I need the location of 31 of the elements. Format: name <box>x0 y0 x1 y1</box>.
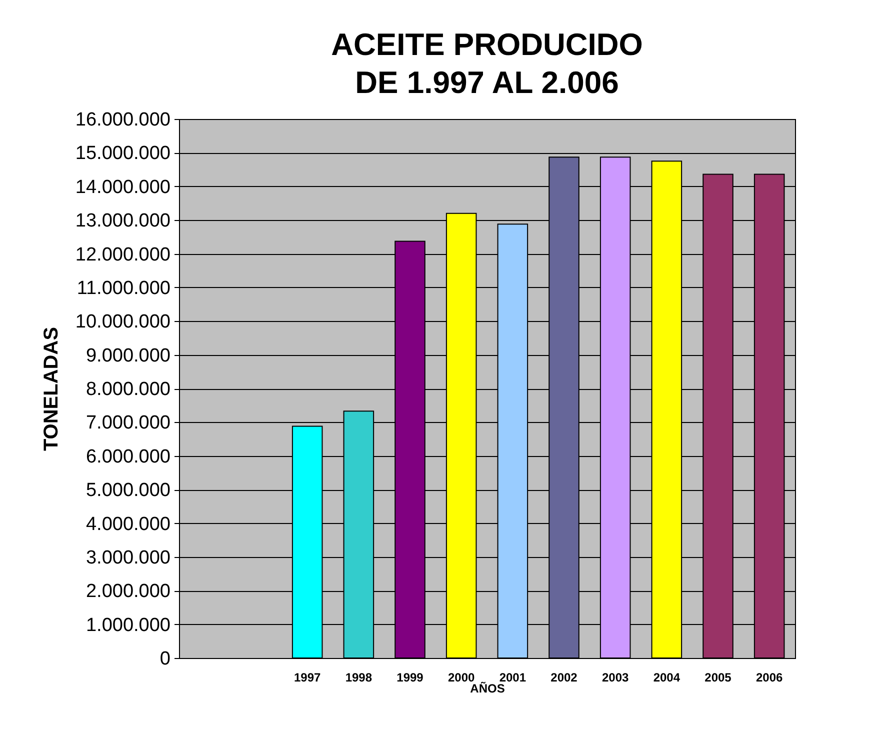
x-tick-label: 2002 <box>550 670 578 684</box>
x-tick-label: 1997 <box>294 670 322 684</box>
text: DE 1.997 AL 2.006 <box>355 65 619 100</box>
y-tick-label: 11.000.000 <box>76 278 170 299</box>
y-tick-label: 5.000.000 <box>86 480 170 502</box>
y-tick-label: 9.000.000 <box>86 345 170 366</box>
x-tick-label: 2006 <box>756 670 784 684</box>
y-axis-title: TONELADAS <box>40 326 62 452</box>
x-tick-label: 2000 <box>448 670 476 684</box>
y-tick-label: 10.000.000 <box>75 312 170 333</box>
y-tick-label: 14.000.000 <box>75 176 170 198</box>
x-tick-label: 2004 <box>653 670 680 684</box>
text: ACEITE PRODUCIDO <box>331 27 643 62</box>
y-tick-label: 12.000.000 <box>75 244 170 266</box>
x-axis-title: AÑOS <box>470 682 505 696</box>
y-tick-label: 6.000.000 <box>86 446 170 468</box>
y-tick-label: 13.000.000 <box>75 210 170 232</box>
x-tick-label: 2003 <box>602 670 630 684</box>
y-tick-label: 1.000.000 <box>86 614 170 636</box>
y-tick-label: 15.000.000 <box>75 143 170 164</box>
y-tick-label: 7.000.000 <box>86 412 170 434</box>
x-tick-label: 1999 <box>396 670 424 684</box>
x-tick-label: 1998 <box>345 670 372 684</box>
y-tick-label: 4.000.000 <box>86 514 170 535</box>
x-tick-label: 2001 <box>499 670 526 684</box>
y-tick-label: 16.000.000 <box>75 110 170 130</box>
y-tick-label: 3.000.000 <box>86 547 170 568</box>
x-tick-label: 2005 <box>704 670 732 684</box>
y-tick-label: 8.000.000 <box>86 379 170 400</box>
y-tick-label: 2.000.000 <box>86 581 170 602</box>
y-tick-label: 0 <box>160 648 170 670</box>
